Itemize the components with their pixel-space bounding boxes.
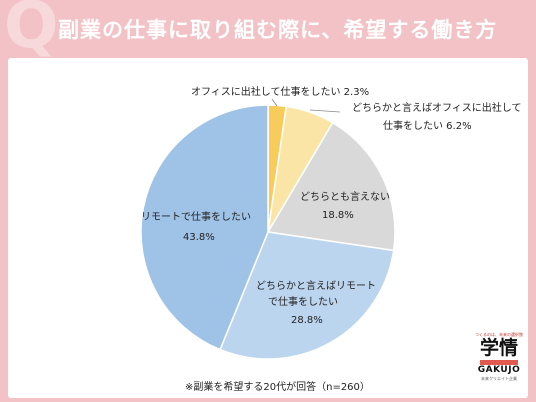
label-remote-full-line2: 43.8% <box>183 232 215 243</box>
label-remote-partial-line3: 28.8% <box>291 315 323 326</box>
label-remote-partial-line1: どちらかと言えばリモート <box>256 279 376 292</box>
gakujo-logo: つくるのは、未来の選択肢 学情 GAKUJO 未来クリエイト企業 <box>474 332 524 396</box>
logo-bar <box>480 359 518 365</box>
leader-line-office-partial <box>309 109 341 113</box>
slice-neutral <box>266 121 396 252</box>
label-remote-full-line1: リモートで仕事をしたい <box>141 210 251 223</box>
logo-kanji: 学情 <box>479 337 518 359</box>
footnote: ※副業を希望する20代が回答（n=260） <box>185 382 370 393</box>
slice-remote-partial <box>219 231 395 360</box>
label-office-partial-line1: どちらかと言えばオフィスに出社して <box>352 101 522 114</box>
label-remote-partial-line2: で仕事をしたい <box>268 295 338 308</box>
label-neutral-line2: 18.8% <box>322 210 354 221</box>
leader-line-office-full <box>271 98 278 107</box>
label-office-partial-line2: 仕事をしたい 6.2% <box>383 119 472 132</box>
page-title: 副業の仕事に取り組む際に、希望する働き方 <box>58 18 498 42</box>
q-logo-letter: Q <box>4 0 59 63</box>
label-neutral-line1: どちらとも言えない <box>300 190 390 203</box>
logo-name: GAKUJO <box>477 364 521 375</box>
slice-remote-full <box>140 104 269 351</box>
logo-sub: 未来クリエイト企業 <box>481 375 517 381</box>
label-office-full: オフィスに出社して仕事をしたい 2.3% <box>191 85 369 98</box>
logo-tagline: つくるのは、未来の選択肢 <box>475 332 523 337</box>
